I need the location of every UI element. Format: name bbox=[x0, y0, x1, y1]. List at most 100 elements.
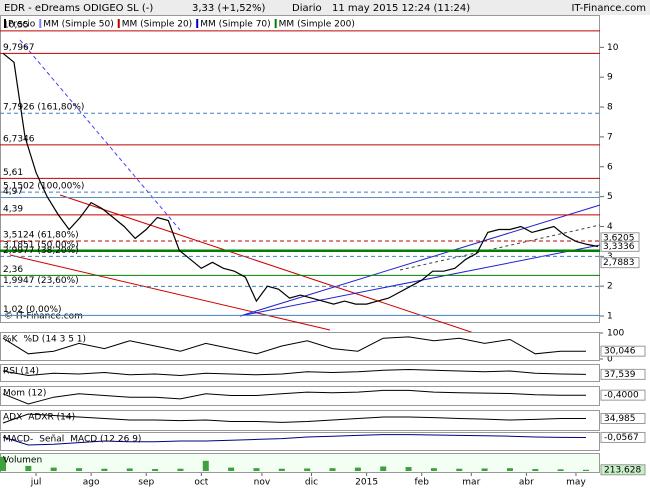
price-tag bbox=[600, 240, 640, 252]
indicator-tag bbox=[600, 413, 646, 425]
indicator-tag-label: 30,046 bbox=[604, 347, 636, 357]
x-tick-label: dic bbox=[305, 478, 318, 488]
level-label: 3,5124 (61,80%) bbox=[3, 231, 79, 241]
indicator-tag-label: -0,0567 bbox=[604, 433, 639, 443]
volume-bar bbox=[0, 456, 6, 471]
level-label: 9,7967 bbox=[3, 43, 35, 53]
y-tick-label: 5 bbox=[607, 192, 613, 202]
indicator-name: MACD (12 26 9) bbox=[70, 435, 141, 445]
y-tick-label: 6 bbox=[607, 162, 613, 172]
indicator-name: %D (14 3 5 1) bbox=[23, 335, 86, 345]
volume-bar bbox=[126, 468, 133, 471]
indicator-name: Señal bbox=[39, 435, 64, 445]
level-label: 5,61 bbox=[3, 168, 23, 178]
indicator-tag-label: 37,539 bbox=[604, 370, 636, 380]
y-tick-label: 1 bbox=[607, 312, 613, 322]
date: 11 may 2015 12:24 (11:24) bbox=[332, 3, 470, 14]
indicator-name: ADXR (14) bbox=[28, 413, 75, 423]
price-tag-label: 2,7883 bbox=[603, 258, 635, 268]
level-label: 2,9977 (38,20%) bbox=[3, 246, 79, 256]
volume-bar bbox=[456, 468, 463, 471]
price-tag-label: 3,6205 bbox=[603, 233, 635, 243]
period: Diario bbox=[292, 3, 322, 14]
header-bar bbox=[0, 0, 650, 15]
volume-bar bbox=[481, 468, 488, 471]
volume-bar bbox=[202, 460, 209, 471]
indicator-name: MACD- bbox=[3, 435, 33, 445]
indicator-line bbox=[2, 413, 586, 424]
legend-entry: MM (Simple 50) bbox=[43, 20, 113, 30]
indicator-tag bbox=[600, 389, 646, 401]
panel-frame bbox=[0, 410, 600, 431]
legend-entry: Precio bbox=[8, 20, 36, 30]
indicator-line bbox=[2, 434, 587, 446]
watermark: © IT-Finance.com bbox=[4, 312, 83, 322]
indicator-tag-label: 34,985 bbox=[604, 414, 636, 424]
x-tick-label: 2015 bbox=[355, 478, 378, 488]
x-tick-label: oct bbox=[194, 478, 208, 488]
volume-bar bbox=[354, 467, 361, 471]
indicator-name: Volumen bbox=[3, 456, 42, 466]
indicator-tag bbox=[600, 345, 646, 357]
indicator-line bbox=[2, 389, 586, 405]
indicator-tag-label: 213.628 bbox=[604, 465, 641, 475]
y-tick-label: 8 bbox=[607, 103, 613, 113]
volume-bar bbox=[506, 468, 513, 471]
volume-bar bbox=[50, 467, 57, 471]
panel-frame bbox=[0, 332, 600, 361]
x-tick-label: jul bbox=[30, 478, 42, 488]
indicator-line bbox=[2, 336, 586, 355]
indicator-name: Mom (12) bbox=[3, 389, 46, 399]
volume-bar bbox=[405, 467, 412, 471]
volume-bar bbox=[177, 468, 184, 471]
level-label: 5,1502 (100,00%) bbox=[3, 182, 84, 192]
volume-bar bbox=[557, 469, 564, 471]
indicator-tag bbox=[600, 464, 646, 476]
volume-bar bbox=[532, 469, 539, 471]
volume-bar bbox=[329, 468, 336, 471]
volume-bar bbox=[253, 468, 260, 471]
level-label: 7,7926 (161,80%) bbox=[3, 103, 84, 113]
indicator-tick-label: 100 bbox=[607, 329, 624, 339]
indicator-tag bbox=[600, 368, 646, 380]
legend-entry: MM (Simple 200) bbox=[279, 20, 355, 30]
indicator-tag-label: -0,4000 bbox=[604, 391, 639, 401]
y-tick-label: 2 bbox=[607, 282, 613, 292]
y-tick-label: 9 bbox=[607, 73, 613, 83]
volume-bar bbox=[304, 468, 311, 471]
volume-bar bbox=[278, 468, 285, 471]
legend-entry: MM (Simple 70) bbox=[200, 20, 270, 30]
level-label: 4,39 bbox=[3, 204, 23, 214]
price-tag bbox=[600, 257, 640, 269]
x-tick-label: nov bbox=[254, 478, 271, 488]
volume-bar bbox=[583, 469, 589, 471]
price-line bbox=[2, 52, 599, 305]
panel-frame bbox=[0, 386, 600, 406]
indicator-tag bbox=[600, 431, 646, 443]
x-tick-label: mar bbox=[462, 478, 480, 488]
quote: 3,33 (+1,52%) bbox=[192, 3, 265, 14]
legend-swatch bbox=[117, 19, 120, 28]
panel-frame bbox=[0, 364, 600, 382]
x-tick-label: feb bbox=[414, 478, 429, 488]
legend-swatch bbox=[196, 19, 199, 28]
level-label: 3,1851 (50,00%) bbox=[3, 240, 79, 250]
y-tick-label: 4 bbox=[607, 222, 613, 232]
indicator-name: %K bbox=[3, 335, 19, 345]
level-label: 1,02 (0,00%) bbox=[3, 305, 62, 315]
legend-swatch bbox=[39, 19, 42, 28]
indicator-tick-label: 0 bbox=[607, 355, 613, 365]
symbol: EDR - eDreams ODIGEO SL (-) bbox=[4, 3, 153, 14]
legend-entry: MM (Simple 20) bbox=[122, 20, 192, 30]
brand: IT-Finance.com bbox=[571, 3, 646, 14]
volume-bar bbox=[76, 468, 83, 471]
volume-bar bbox=[228, 467, 235, 471]
y-tick-label: 10 bbox=[607, 43, 619, 53]
x-tick-label: abr bbox=[519, 478, 534, 488]
indicator-name: RSI (14) bbox=[3, 367, 39, 377]
x-tick-label: may bbox=[566, 478, 586, 488]
x-tick-label: sep bbox=[138, 478, 154, 488]
volume-bar bbox=[152, 469, 159, 471]
volume-bar bbox=[430, 468, 437, 471]
level-label: 6,7346 bbox=[3, 134, 35, 144]
